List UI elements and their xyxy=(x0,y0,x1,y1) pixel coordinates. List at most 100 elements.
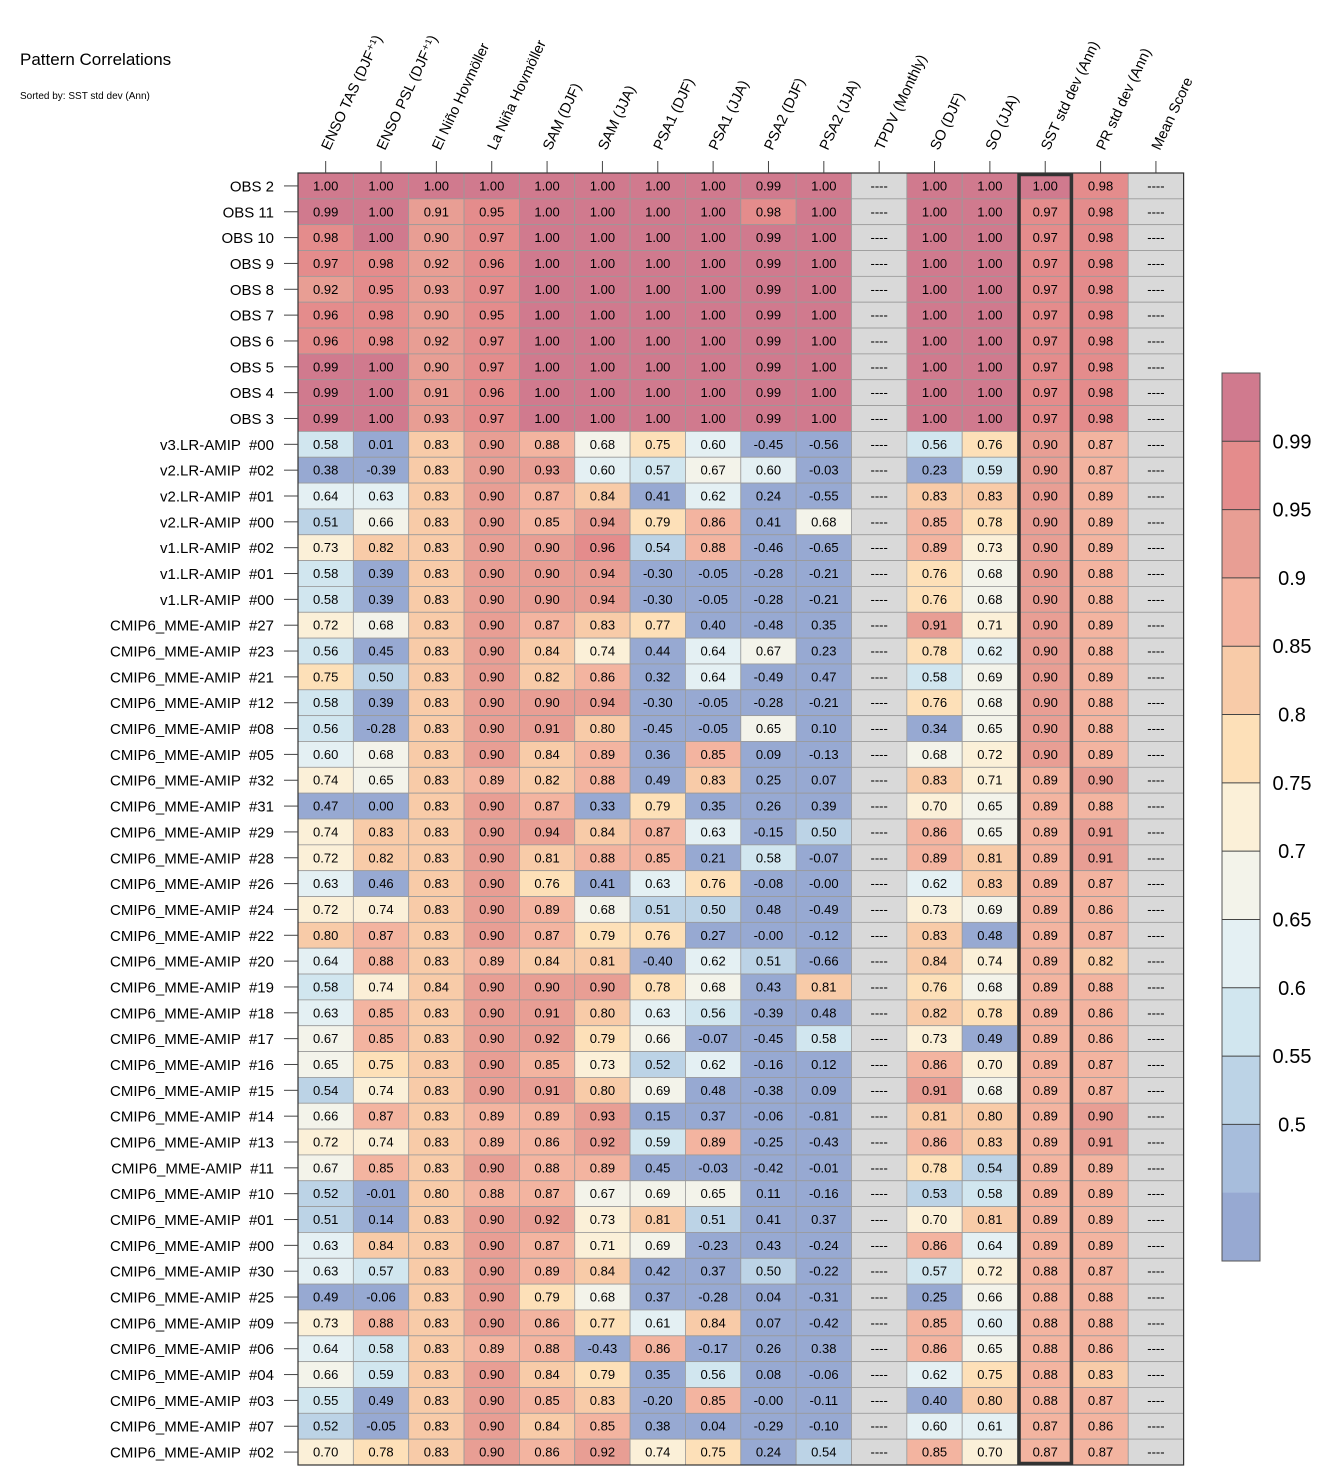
heatmap-cell xyxy=(795,999,852,1027)
cell-value-label: ---- xyxy=(871,669,888,684)
cell-value-label: ---- xyxy=(1147,1031,1164,1046)
cell-value-label: 0.65 xyxy=(977,824,1002,839)
heatmap-cell xyxy=(961,1077,1018,1104)
heatmap-cell xyxy=(297,870,354,897)
heatmap-cell xyxy=(1017,1232,1074,1259)
row-label: CMIP6_MME-AMIP #03 xyxy=(110,1393,274,1410)
row-label: CMIP6_MME-AMIP #11 xyxy=(111,1160,274,1177)
cell-value-label: 0.86 xyxy=(1088,1031,1113,1046)
heatmap-cell xyxy=(574,1412,631,1440)
cell-value-label: 0.85 xyxy=(922,1445,947,1460)
heatmap-cell xyxy=(1127,844,1184,872)
cell-value-label: 0.85 xyxy=(922,514,947,529)
cell-value-label: 1.00 xyxy=(534,359,559,374)
heatmap-cell xyxy=(685,792,742,820)
cell-value-label: 0.88 xyxy=(534,1160,559,1175)
cell-value-label: -0.21 xyxy=(809,592,839,607)
cell-value-label: 0.49 xyxy=(645,773,670,788)
cell-value-label: ---- xyxy=(871,333,888,348)
heatmap-cell xyxy=(519,1232,576,1259)
heatmap-cell xyxy=(1127,172,1184,200)
cell-value-label: ---- xyxy=(1147,618,1164,633)
cell-value-label: 0.83 xyxy=(424,489,449,504)
cell-value-label: 0.95 xyxy=(479,204,504,219)
cell-value-label: 0.73 xyxy=(922,1031,947,1046)
heatmap-cell xyxy=(685,379,742,406)
cell-value-label: 0.35 xyxy=(700,799,725,814)
heatmap-cell xyxy=(1072,973,1129,1001)
heatmap-cell xyxy=(463,430,520,458)
cell-value-label: 0.90 xyxy=(479,902,504,917)
heatmap-cell xyxy=(1017,663,1074,691)
cell-value-label: 1.00 xyxy=(977,308,1002,323)
cell-value-label: -0.07 xyxy=(698,1031,728,1046)
cell-value-label: 0.87 xyxy=(534,618,559,633)
cell-value-label: 0.87 xyxy=(534,928,559,943)
cell-value-label: 1.00 xyxy=(811,230,836,245)
heatmap-cell xyxy=(961,818,1018,846)
heatmap-cell xyxy=(961,586,1018,613)
cell-value-label: 0.53 xyxy=(922,1186,947,1201)
heatmap-cell xyxy=(685,715,742,742)
cell-value-label: ---- xyxy=(871,204,888,219)
highlight-box xyxy=(1017,172,1074,1466)
row-label: OBS 10 xyxy=(221,230,274,247)
heatmap-cell xyxy=(685,1154,742,1182)
heatmap-cell xyxy=(352,1077,410,1104)
cell-value-label: 0.73 xyxy=(922,902,947,917)
heatmap-cell xyxy=(463,1025,520,1052)
cell-value-label: 0.69 xyxy=(645,1083,670,1098)
heatmap-cell xyxy=(1017,405,1074,432)
heatmap-cell xyxy=(408,1154,465,1182)
cell-value-label: 0.84 xyxy=(590,824,615,839)
heatmap-cell xyxy=(1127,224,1184,251)
cell-value-label: 1.00 xyxy=(977,256,1002,271)
cell-value-label: 0.97 xyxy=(1033,333,1058,348)
cell-value-label: 0.60 xyxy=(977,1315,1002,1330)
heatmap-cell xyxy=(463,1335,520,1363)
heatmap-cell xyxy=(795,766,852,794)
cell-value-label: 0.72 xyxy=(977,747,1002,762)
heatmap-cell xyxy=(851,456,908,484)
cell-value-label: 0.60 xyxy=(590,463,615,478)
cell-value-label: 0.94 xyxy=(534,824,559,839)
cell-value-label: 0.74 xyxy=(368,979,393,994)
cell-value-label: 0.48 xyxy=(977,928,1002,943)
cell-value-label: 0.62 xyxy=(977,644,1002,659)
cell-value-label: 0.74 xyxy=(368,902,393,917)
cell-value-label: 0.39 xyxy=(368,592,393,607)
cell-value-label: 0.21 xyxy=(700,850,725,865)
cell-value-label: 1.00 xyxy=(922,282,947,297)
heatmap-cell xyxy=(906,689,963,717)
heatmap-cell xyxy=(1072,1102,1129,1130)
heatmap-cell xyxy=(519,1077,576,1104)
heatmap-cell xyxy=(1017,1387,1074,1414)
heatmap-cell xyxy=(408,818,465,846)
cell-value-label: 0.51 xyxy=(645,902,670,917)
cell-value-label: 0.90 xyxy=(534,979,559,994)
cell-value-label: 0.27 xyxy=(700,928,725,943)
heatmap-cell xyxy=(851,637,908,665)
cell-value-label: -0.65 xyxy=(809,540,839,555)
cell-value-label: ---- xyxy=(871,463,888,478)
cell-value-label: 0.85 xyxy=(700,1393,725,1408)
heatmap-cell xyxy=(1127,921,1184,949)
cell-value-label: 0.09 xyxy=(756,747,781,762)
cell-value-label: 0.81 xyxy=(811,979,836,994)
cell-value-label: 1.00 xyxy=(424,178,449,193)
cell-value-label: 0.89 xyxy=(1033,1031,1058,1046)
cell-value-label: -0.21 xyxy=(809,566,839,581)
heatmap-cell xyxy=(574,482,631,510)
cell-value-label: 0.49 xyxy=(368,1393,393,1408)
heatmap-cell xyxy=(574,741,631,768)
cell-value-label: 0.50 xyxy=(756,1264,781,1279)
heatmap-cell xyxy=(1072,1051,1129,1078)
cell-value-label: 1.00 xyxy=(645,308,670,323)
cell-value-label: 1.00 xyxy=(977,282,1002,297)
heatmap-cell xyxy=(851,1232,908,1259)
heatmap-cell xyxy=(297,1077,354,1104)
cell-value-label: 0.90 xyxy=(479,721,504,736)
cell-value-label: ---- xyxy=(871,850,888,865)
heatmap-cell xyxy=(574,1025,631,1052)
cell-value-label: 0.51 xyxy=(313,514,338,529)
